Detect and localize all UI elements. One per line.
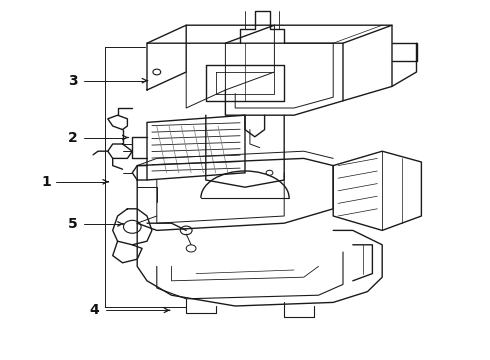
Text: 2: 2: [68, 131, 77, 144]
Text: 5: 5: [68, 217, 77, 231]
Text: 3: 3: [68, 74, 77, 87]
Text: 4: 4: [89, 303, 99, 317]
Text: 1: 1: [42, 175, 51, 189]
